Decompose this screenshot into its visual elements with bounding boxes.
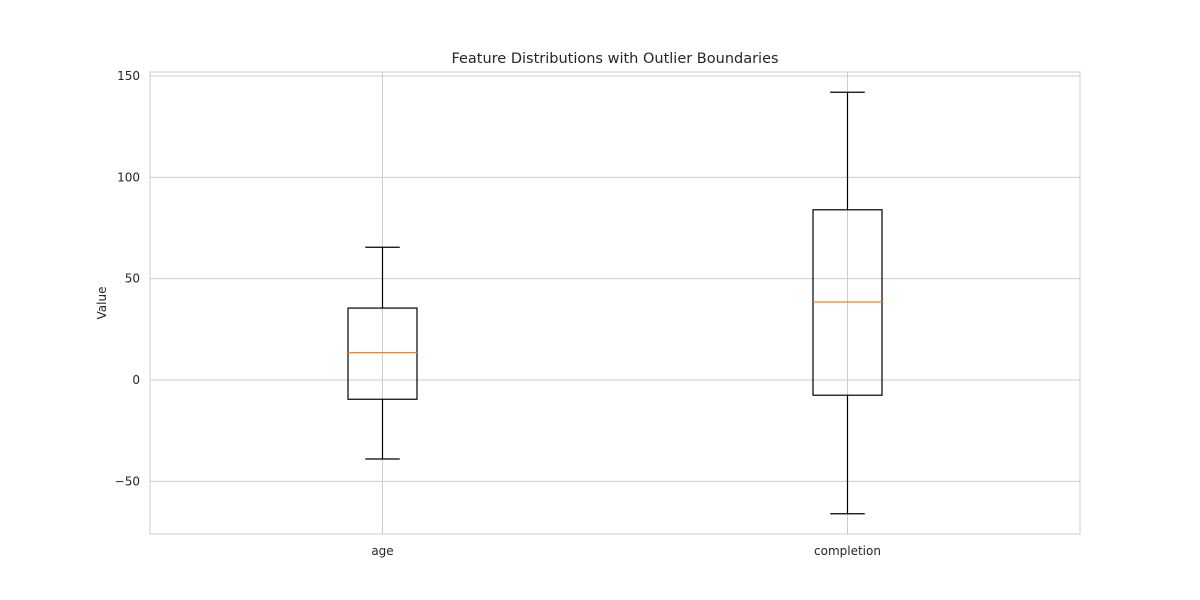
y-axis-label: Value: [95, 287, 109, 320]
y-tick-label: 100: [117, 170, 140, 184]
x-tick-label: age: [371, 544, 393, 558]
y-tick-label: 150: [117, 69, 140, 83]
grid: [150, 72, 1080, 534]
x-tick-label: completion: [814, 544, 881, 558]
box-group-age: [347, 246, 418, 460]
plot-frame: [149, 71, 1081, 535]
box-group-completion: [812, 91, 883, 515]
chart-title: Feature Distributions with Outlier Bound…: [451, 51, 778, 67]
y-tick-label: 0: [132, 373, 140, 387]
boxes: [347, 91, 883, 515]
y-axis: −50 0 50 100 150: [115, 69, 140, 488]
y-tick-label: −50: [115, 474, 140, 488]
x-axis: age completion: [371, 544, 881, 558]
box-iqr: [347, 307, 418, 400]
y-tick-label: 50: [125, 272, 140, 286]
